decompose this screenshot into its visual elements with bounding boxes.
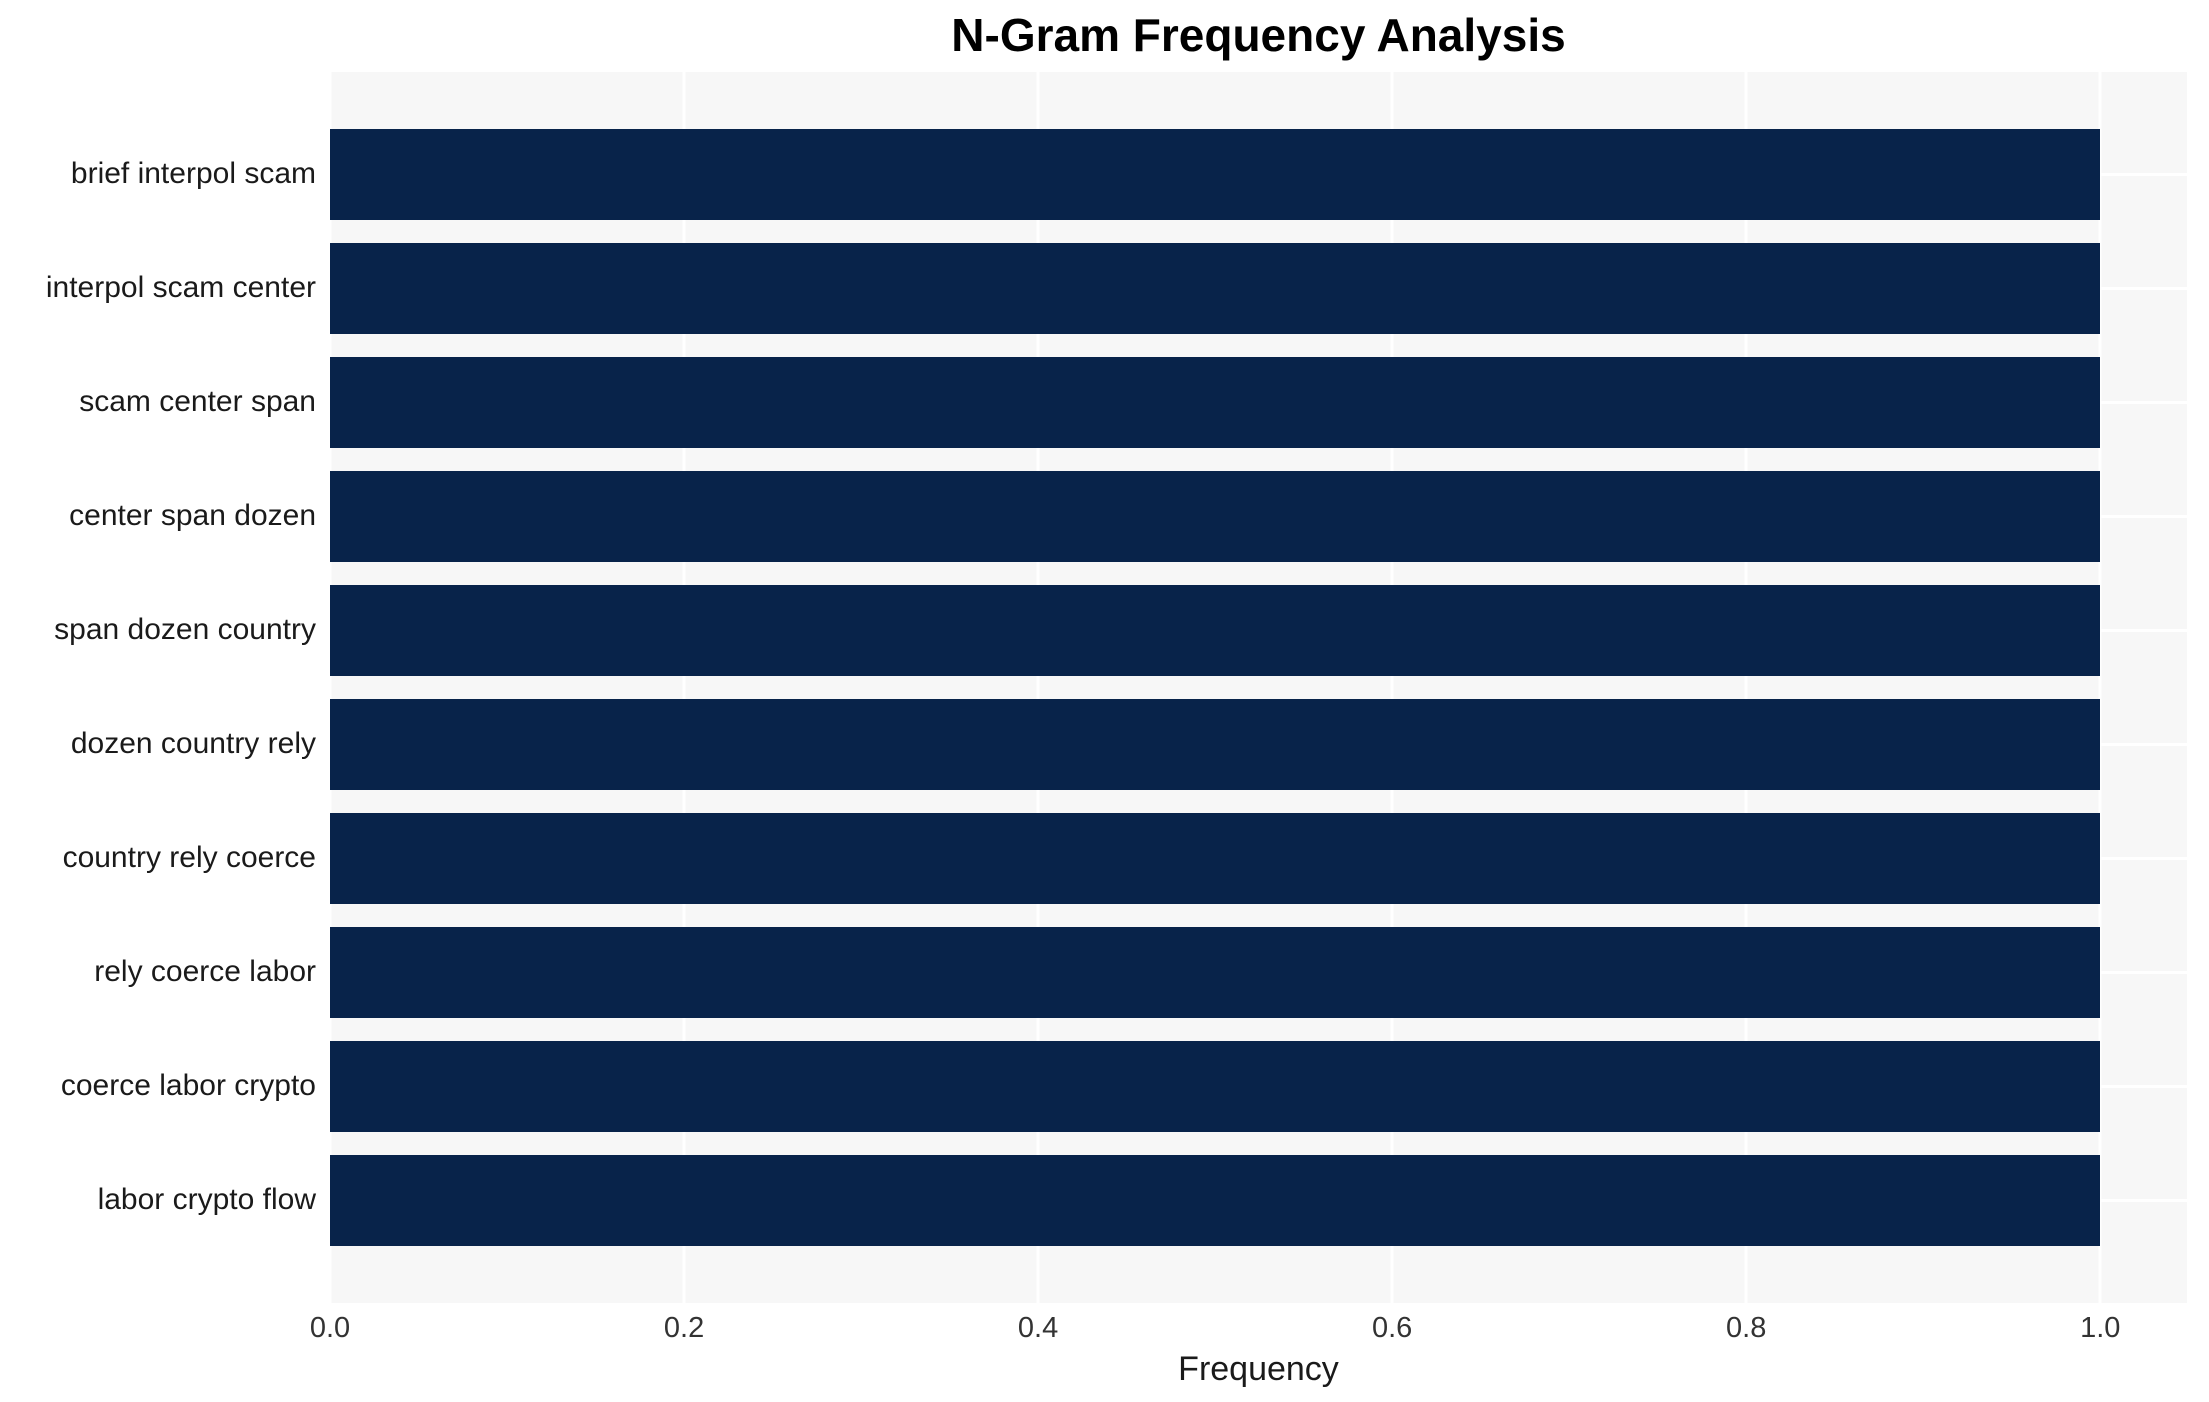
x-axis-label: Frequency xyxy=(1178,1350,1339,1388)
y-axis-category-label: scam center span xyxy=(79,385,316,418)
bar-row: brief interpol scam xyxy=(71,117,2187,231)
frequency-bar xyxy=(330,128,2101,220)
y-axis-category-label: dozen country rely xyxy=(70,727,316,760)
bar-row: scam center span xyxy=(79,345,2187,459)
vertical-gridline xyxy=(1036,72,1040,1303)
x-tick-label: 0.8 xyxy=(1726,1312,1767,1344)
vertical-gridline xyxy=(328,72,332,1303)
y-axis-category-label: brief interpol scam xyxy=(70,157,316,190)
x-tick-label: 1.0 xyxy=(2080,1312,2121,1344)
bar-row: center span dozen xyxy=(69,459,2187,573)
frequency-bar xyxy=(330,242,2101,334)
bars-container: brief interpol scam interpol scam center… xyxy=(46,117,2187,1257)
y-axis-category-label: country rely coerce xyxy=(62,841,316,874)
bar-row: dozen country rely xyxy=(71,687,2187,801)
y-axis-category-label: labor crypto flow xyxy=(97,1183,316,1216)
frequency-bar xyxy=(330,1154,2101,1246)
x-tick-label: 0.2 xyxy=(663,1312,705,1344)
x-tick-label: 0.4 xyxy=(1017,1312,1059,1344)
x-tick-label: 0.6 xyxy=(1371,1312,1413,1344)
frequency-bar xyxy=(330,584,2101,676)
vertical-gridline xyxy=(682,72,686,1303)
frequency-bar xyxy=(330,698,2101,790)
y-axis-category-label: rely coerce labor xyxy=(94,955,316,988)
frequency-bar xyxy=(330,1040,2101,1132)
bar-row: span dozen country xyxy=(54,573,2187,687)
chart-title: N-Gram Frequency Analysis xyxy=(951,9,1566,61)
plot-area: brief interpol scam interpol scam center… xyxy=(46,72,2187,1303)
y-axis-category-label: coerce labor crypto xyxy=(60,1069,316,1102)
vertical-gridline xyxy=(2098,72,2102,1303)
frequency-bar xyxy=(330,926,2101,1018)
bar-row: rely coerce labor xyxy=(94,915,2187,1029)
vertical-gridline xyxy=(1390,72,1394,1303)
frequency-bar xyxy=(330,470,2101,562)
bar-row: country rely coerce xyxy=(63,801,2187,915)
bar-row: labor crypto flow xyxy=(98,1143,2187,1257)
frequency-bar xyxy=(330,356,2101,448)
y-axis-category-label: center span dozen xyxy=(69,499,316,532)
frequency-bar xyxy=(330,812,2101,904)
x-tick-label: 0.0 xyxy=(309,1312,351,1344)
vertical-gridline xyxy=(1744,72,1748,1303)
y-axis-category-label: span dozen country xyxy=(54,613,316,646)
bar-row: interpol scam center xyxy=(46,231,2187,345)
x-axis-ticks: 0.0 0.2 0.4 0.6 0.8 1.0 xyxy=(310,1312,2187,1348)
bar-row: coerce labor crypto xyxy=(61,1029,2187,1143)
y-axis-category-label: interpol scam center xyxy=(45,271,316,304)
